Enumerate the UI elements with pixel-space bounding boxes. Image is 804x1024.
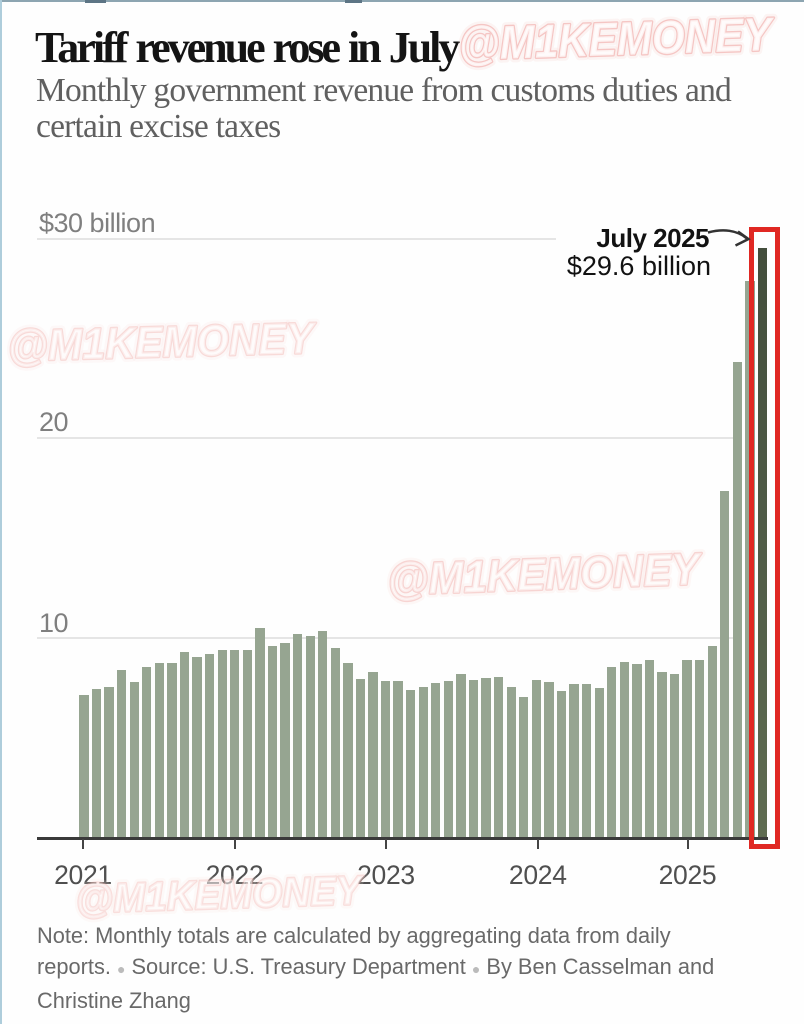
svg-text:@M1KEMONEY: @M1KEMONEY (7, 314, 318, 371)
svg-text:@M1KEMONEY: @M1KEMONEY (458, 7, 776, 70)
svg-text:@M1KEMONEY: @M1KEMONEY (387, 543, 704, 605)
svg-text:@M1KEMONEY: @M1KEMONEY (7, 314, 318, 371)
svg-text:@M1KEMONEY: @M1KEMONEY (75, 867, 366, 922)
